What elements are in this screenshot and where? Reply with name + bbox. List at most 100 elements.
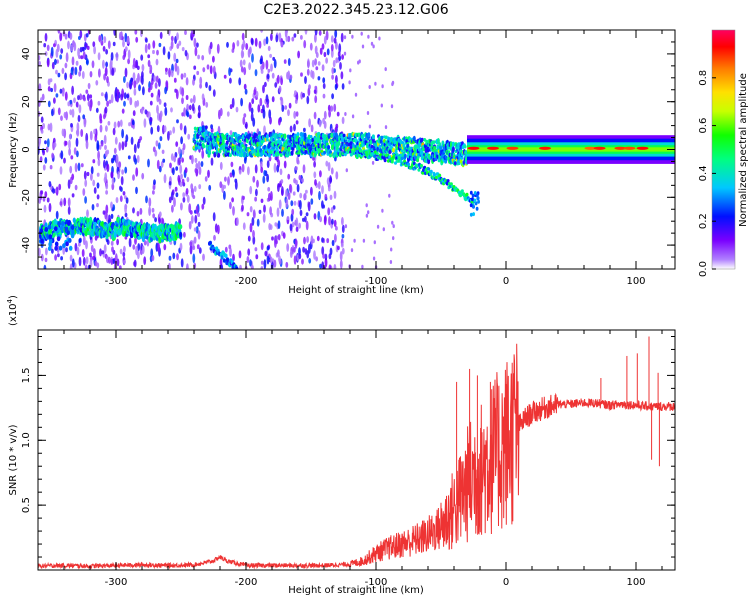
heatmap-noise-cell (267, 68, 271, 73)
heatmap-noise-cell (77, 47, 80, 58)
heatmap-noise-cell (279, 168, 283, 176)
heatmap-noise-cell (335, 171, 339, 180)
colorbar-tick-label: 0.0 (698, 261, 709, 277)
heatmap-noise-cell (109, 61, 113, 71)
heatmap-noise-cell (46, 44, 50, 51)
heatmap-branch-cell (471, 197, 474, 202)
heatmap-noise-cell (271, 236, 274, 241)
heatmap-noise-cell (134, 237, 137, 245)
heatmap-noise-cell (281, 186, 284, 196)
heatmap-noise-cell (323, 35, 327, 45)
heatmap-noise-cell (231, 97, 235, 108)
snr-panel: -300 -200 -100 0 100 0.5 1.0 1.5 Height of stra… (6, 295, 676, 596)
heatmap-noise-cell (199, 76, 203, 86)
heatmap-noise-cell (141, 172, 145, 180)
heatmap-noise-cell (263, 125, 266, 135)
x-tick-label: -200 (235, 276, 258, 287)
heatmap-carrier-peak (593, 146, 606, 150)
heatmap-noise-cell (217, 224, 220, 235)
heatmap-noise-cell (311, 70, 315, 80)
heatmap-noise-cell (381, 208, 384, 213)
heatmap-noise-cell (108, 99, 112, 104)
heatmap-noise-cell (329, 247, 333, 256)
heatmap-noise-cell (241, 163, 245, 173)
heatmap-noise-cell (240, 66, 244, 73)
heatmap-noise-cell (318, 30, 322, 36)
heatmap-track-cell (60, 225, 64, 231)
heatmap-noise-cell (338, 43, 342, 54)
heatmap-noise-cell (197, 54, 201, 60)
heatmap-noise-cell (315, 256, 318, 262)
heatmap-noise-cell (325, 57, 328, 64)
heatmap-noise-cell (157, 142, 161, 150)
heatmap-noise-cell (91, 204, 95, 211)
heatmap-noise-cell (96, 140, 100, 150)
heatmap-noise-cell (201, 203, 205, 210)
heatmap-noise-cell (180, 136, 184, 145)
heatmap-noise-cell (263, 38, 266, 46)
heatmap-noise-cell (327, 186, 331, 192)
heatmap-noise-cell (82, 256, 86, 266)
heatmap-noise-cell (120, 93, 124, 101)
heatmap-noise-cell (247, 48, 251, 58)
heatmap-track-cell (40, 238, 44, 244)
heatmap-noise-cell (173, 52, 177, 62)
heatmap-noise-cell (260, 242, 264, 251)
heatmap-noise-cell (301, 258, 304, 265)
heatmap-band-cell (357, 132, 361, 137)
heatmap-track-cell (58, 245, 63, 251)
heatmap-noise-cell (184, 49, 188, 57)
heatmap-noise-cell (301, 178, 304, 183)
heatmap-noise-cell (178, 40, 182, 46)
heatmap-noise-cell (92, 255, 96, 260)
heatmap-noise-cell (333, 37, 337, 44)
heatmap-noise-cell (152, 190, 155, 195)
heatmap-noise-cell (40, 97, 43, 103)
heatmap-noise-cell (308, 84, 311, 90)
heatmap-noise-cell (303, 193, 307, 201)
heatmap-noise-cell (105, 190, 108, 195)
heatmap-noise-cell (216, 43, 220, 54)
heatmap-track-cell (225, 257, 230, 262)
heatmap-noise-cell (136, 100, 140, 107)
heatmap-noise-cell (296, 184, 300, 193)
heatmap-noise-cell (44, 157, 48, 164)
heatmap-noise-cell (99, 119, 103, 124)
heatmap-noise-cell (143, 256, 147, 265)
heatmap-noise-cell (92, 41, 96, 48)
x-tick-label: 100 (626, 276, 645, 287)
heatmap-band-cell (414, 144, 418, 150)
y-tick-label: 1.0 (21, 432, 32, 448)
heatmap-noise-cell (153, 75, 157, 82)
heatmap-noise-cell (295, 111, 299, 117)
heatmap-noise-cell (304, 215, 307, 223)
heatmap-noise-cell (87, 82, 91, 90)
heatmap-noise-cell (71, 258, 75, 268)
heatmap-noise-cell (105, 49, 108, 55)
heatmap-noise-cell (157, 242, 161, 253)
heatmap-noise-cell (83, 97, 86, 102)
heatmap-noise-cell (104, 145, 107, 150)
heatmap-noise-cell (248, 101, 252, 112)
heatmap-noise-cell (170, 70, 174, 78)
heatmap-noise-cell (135, 36, 139, 43)
heatmap-noise-cell (125, 197, 129, 204)
heatmap-band-cell (361, 133, 365, 138)
heatmap-noise-cell (90, 244, 94, 252)
heatmap-noise-cell (162, 158, 166, 163)
heatmap-noise-cell (310, 198, 314, 205)
colorbar-tick-label: 0.8 (698, 70, 709, 86)
heatmap-noise-cell (119, 248, 123, 255)
heatmap-noise-cell (310, 186, 313, 196)
heatmap-noise-cell (85, 89, 89, 94)
heatmap-noise-cell (304, 76, 307, 84)
heatmap-noise-cell (269, 206, 272, 216)
heatmap-noise-cell (289, 250, 293, 258)
heatmap-noise-cell (242, 39, 246, 48)
heatmap-noise-cell (111, 246, 114, 253)
heatmap-noise-cell (69, 165, 73, 174)
spectrogram-heatmap (38, 30, 675, 269)
heatmap-track-cell (235, 266, 239, 269)
heatmap-noise-cell (122, 191, 126, 196)
heatmap-branch-cell (472, 204, 475, 209)
